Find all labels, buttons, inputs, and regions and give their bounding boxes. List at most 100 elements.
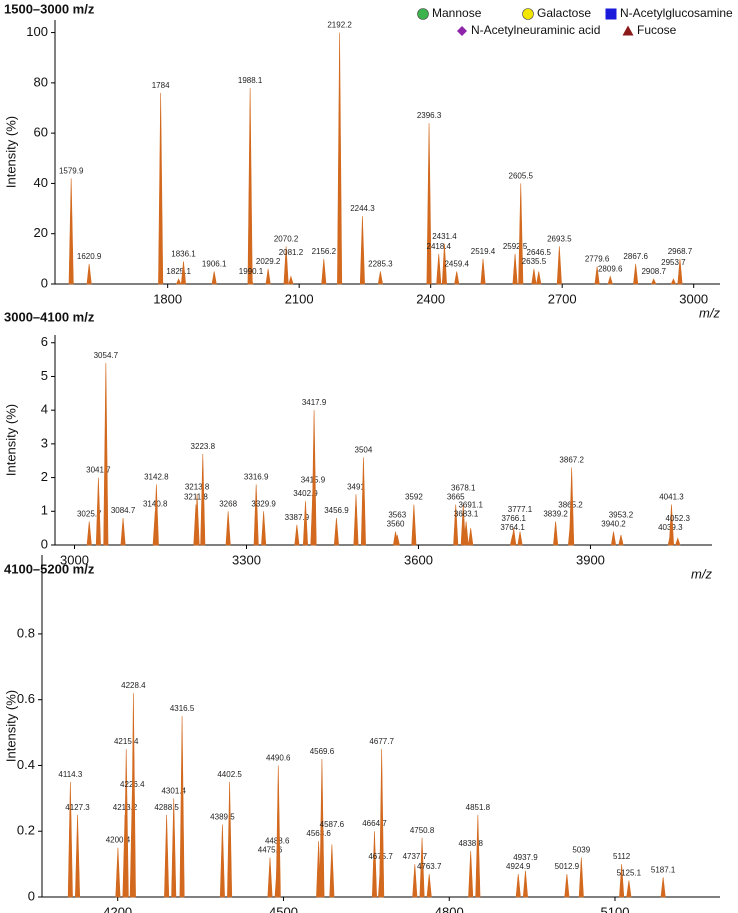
peak	[194, 494, 200, 546]
peak	[517, 531, 523, 546]
x-tick-label: 4800	[435, 904, 464, 913]
y-tick-label: 0	[41, 275, 48, 290]
peak	[353, 494, 359, 546]
peak	[426, 123, 432, 285]
peak-label: 4200.4	[106, 836, 131, 845]
y-tick-label: 0.2	[17, 823, 35, 838]
peak	[123, 749, 129, 898]
x-tick-label: 2400	[416, 291, 445, 306]
peak	[68, 178, 74, 285]
peak	[564, 873, 570, 898]
peak-label: 4114.3	[58, 770, 82, 779]
peak	[377, 271, 383, 285]
peak-label: 3691.1	[458, 500, 483, 509]
peak	[329, 844, 335, 898]
peak	[120, 518, 126, 546]
legend-label: Fucose	[637, 23, 677, 37]
peak-label: 3764.1	[500, 523, 525, 532]
x-tick-label: 3900	[576, 552, 605, 567]
peak-label: 2081.2	[279, 248, 304, 257]
peak-label: 1620.9	[77, 252, 102, 261]
peak	[651, 278, 657, 285]
peak	[619, 864, 625, 898]
peak-label: 4750.8	[410, 826, 435, 835]
peak	[253, 484, 259, 546]
peak-label: 4127.3	[65, 803, 90, 812]
legend-label: Mannose	[432, 6, 482, 20]
y-tick-label: 3	[41, 435, 48, 450]
peak-label: 3504	[355, 445, 373, 454]
x-tick-label: 4500	[269, 904, 298, 913]
x-tick-label: 4200	[103, 904, 132, 913]
peak-label: 3142.8	[144, 472, 169, 481]
peak-label: 3491	[347, 482, 365, 491]
peak-label: 1990.1	[239, 267, 264, 276]
peak	[607, 275, 613, 285]
peak-label: 4228.4	[121, 681, 146, 690]
peak	[67, 781, 73, 898]
x-tick-label: 3000	[60, 552, 89, 567]
peak-label: 2779.6	[585, 254, 610, 263]
y-tick-label: 100	[26, 24, 48, 39]
peak-label: 4737.7	[403, 852, 428, 861]
peak	[677, 258, 683, 285]
x-tick-label: 3600	[404, 552, 433, 567]
y-axis-label: Intensity (%)	[3, 116, 18, 188]
peak	[359, 216, 365, 285]
peak	[311, 410, 317, 546]
peak-label: 2953.7	[661, 258, 686, 267]
peak	[468, 850, 474, 898]
legend-symbol	[605, 8, 617, 20]
peak	[321, 258, 327, 285]
peak	[412, 864, 418, 898]
peak-label: 2646.5	[527, 248, 552, 257]
y-tick-label: 0.6	[17, 691, 35, 706]
peak	[75, 814, 81, 898]
peak-label: 5125.1	[617, 869, 642, 878]
peak	[164, 814, 170, 898]
peak	[171, 798, 177, 898]
peak	[200, 453, 206, 546]
peak	[333, 518, 339, 546]
x-tick-label: 3000	[679, 291, 708, 306]
peak	[248, 278, 254, 285]
peak-label: 2605.5	[509, 171, 534, 180]
peak-label: 2431.4	[432, 232, 457, 241]
peak-label: 3777.1	[508, 505, 533, 514]
y-axis-label: Intensity (%)	[3, 690, 18, 762]
peak-label: 4924.9	[506, 862, 531, 871]
peak	[675, 537, 681, 546]
peak-label: 4587.6	[320, 820, 345, 829]
peak	[515, 873, 521, 898]
peak-label: 2156.2	[312, 247, 337, 256]
peak-label: 3563	[388, 511, 406, 520]
peak-label: 2418.4	[427, 242, 452, 251]
peak	[95, 477, 101, 546]
peak-label: 1906.1	[202, 259, 227, 268]
peak	[454, 271, 460, 285]
peak	[536, 271, 542, 285]
peak	[337, 32, 343, 285]
peak	[115, 847, 121, 898]
peak	[265, 268, 271, 285]
peak	[556, 246, 562, 285]
peak	[225, 511, 231, 546]
y-tick-label: 0.8	[17, 625, 35, 640]
peak-label: 3592	[405, 493, 423, 502]
peak	[633, 263, 639, 285]
panel-title: 1500–3000 m/z	[4, 1, 95, 16]
peak-label: 3953.2	[609, 511, 634, 520]
peak	[453, 504, 459, 546]
peak-label: 4389.5	[210, 813, 235, 822]
legend-label: N-Acetylglucosamine	[620, 6, 733, 20]
peak	[86, 263, 92, 285]
peak	[294, 524, 300, 546]
peak-label: 3665	[447, 493, 465, 502]
peak	[522, 870, 528, 898]
peak	[531, 268, 537, 285]
peak	[670, 278, 677, 285]
peak-label: 3683.1	[454, 509, 479, 518]
panel-title: 3000–4100 m/z	[4, 309, 95, 324]
x-tick-label: 2700	[548, 291, 577, 306]
peak-label: 4838.8	[458, 839, 483, 848]
